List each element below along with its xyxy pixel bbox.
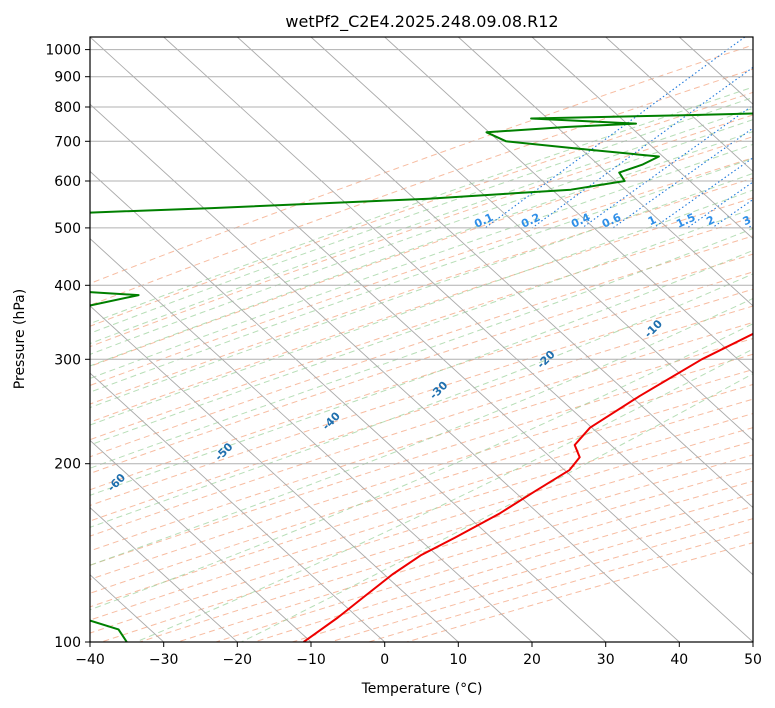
dry-adiabat-line bbox=[90, 136, 753, 367]
x-tick-label: 10 bbox=[449, 652, 467, 668]
isotherm-line bbox=[384, 37, 753, 374]
isotherm-line bbox=[457, 37, 753, 307]
y-axis-label: Pressure (hPa) bbox=[12, 289, 28, 389]
chart-title: wetPf2_C2E4.2025.248.09.08.R12 bbox=[285, 12, 558, 32]
y-tick-label: 1000 bbox=[45, 43, 81, 59]
isotherm-line bbox=[310, 37, 753, 441]
mixing-ratio-line bbox=[581, 104, 753, 229]
temperature-profile-line bbox=[303, 332, 753, 642]
x-tick-label: 0 bbox=[380, 652, 389, 668]
x-tick-label: −20 bbox=[223, 652, 253, 668]
y-tick-label: 100 bbox=[54, 635, 81, 651]
x-tick-label: −40 bbox=[75, 652, 105, 668]
isotherm-line bbox=[90, 372, 386, 642]
dry-adiabat-line bbox=[90, 216, 753, 441]
x-tick-label: 30 bbox=[597, 652, 615, 668]
mixing-ratio-line bbox=[612, 127, 753, 229]
isotherm-line bbox=[605, 37, 753, 173]
isotherm-line bbox=[236, 37, 753, 509]
plot-frame bbox=[89, 36, 754, 643]
dry-adiabat-line bbox=[90, 253, 753, 475]
moist-adiabat-line bbox=[241, 373, 753, 642]
isotherm-line bbox=[90, 37, 753, 642]
y-tick-label: 200 bbox=[54, 457, 81, 473]
dry-adiabat-line bbox=[330, 518, 753, 642]
y-axis-ticks: 1000 900 800 700 600 500 400 300 200 100 bbox=[45, 43, 90, 651]
dewpoint-profile-line bbox=[90, 112, 753, 642]
dry-adiabat-line bbox=[90, 383, 753, 594]
dry-adiabat-line bbox=[90, 413, 753, 621]
dry-adiabats bbox=[90, 44, 753, 642]
y-tick-label: 400 bbox=[54, 278, 81, 294]
mixing-ratio-line bbox=[653, 157, 753, 229]
dry-adiabat-line bbox=[90, 369, 753, 580]
moist-adiabat-line bbox=[135, 348, 753, 642]
dry-adiabat-line bbox=[90, 353, 753, 566]
dry-adiabat-line bbox=[90, 337, 753, 552]
moist-adiabat-line bbox=[90, 273, 753, 528]
x-tick-label: 20 bbox=[523, 652, 541, 668]
dry-adiabat-line bbox=[90, 398, 753, 608]
dry-adiabat-line bbox=[215, 480, 753, 642]
dry-adiabat-line bbox=[90, 197, 753, 423]
isotherm-line bbox=[90, 103, 680, 642]
isotherm-line bbox=[90, 170, 607, 642]
x-tick-label: 50 bbox=[744, 652, 762, 668]
x-tick-label: 40 bbox=[670, 652, 688, 668]
y-tick-label: 600 bbox=[54, 174, 81, 190]
dry-adiabat-line bbox=[90, 114, 753, 348]
profile-series bbox=[90, 112, 753, 642]
dry-adiabat-line bbox=[90, 157, 753, 386]
moist-adiabat-line bbox=[90, 249, 753, 496]
dry-adiabat-line bbox=[90, 44, 753, 285]
isotherm-line bbox=[90, 439, 312, 642]
x-tick-label: −10 bbox=[296, 652, 326, 668]
y-tick-label: 700 bbox=[54, 134, 81, 150]
y-tick-label: 500 bbox=[54, 221, 81, 237]
pressure-gridlines bbox=[90, 49, 753, 642]
dry-adiabat-line bbox=[90, 235, 753, 458]
x-tick-label: −30 bbox=[149, 652, 179, 668]
moist-adiabat-line bbox=[90, 207, 753, 446]
mixing-ratio-line bbox=[484, 37, 746, 229]
y-tick-label: 300 bbox=[54, 352, 81, 368]
dry-adiabat-line bbox=[90, 288, 753, 507]
dry-adiabat-line bbox=[90, 427, 753, 634]
isotherm-line bbox=[531, 37, 753, 240]
y-tick-label: 800 bbox=[54, 100, 81, 116]
isotherms bbox=[90, 37, 753, 642]
y-tick-label: 900 bbox=[54, 70, 81, 86]
isotherm-line bbox=[90, 238, 533, 642]
isotherm-line bbox=[90, 305, 459, 642]
dry-adiabat-line bbox=[90, 271, 753, 491]
dry-adiabat-line bbox=[90, 177, 753, 405]
mixing-ratio-lines bbox=[484, 37, 753, 229]
x-axis-ticks: −40 −30 −20 −10 0 10 20 30 40 50 bbox=[75, 642, 762, 668]
dry-adiabat-line bbox=[292, 505, 753, 642]
dry-adiabat-line bbox=[254, 493, 753, 642]
x-axis-label: Temperature (°C) bbox=[361, 681, 483, 697]
isotherm-line bbox=[163, 37, 753, 576]
isotherm-line bbox=[90, 506, 238, 642]
